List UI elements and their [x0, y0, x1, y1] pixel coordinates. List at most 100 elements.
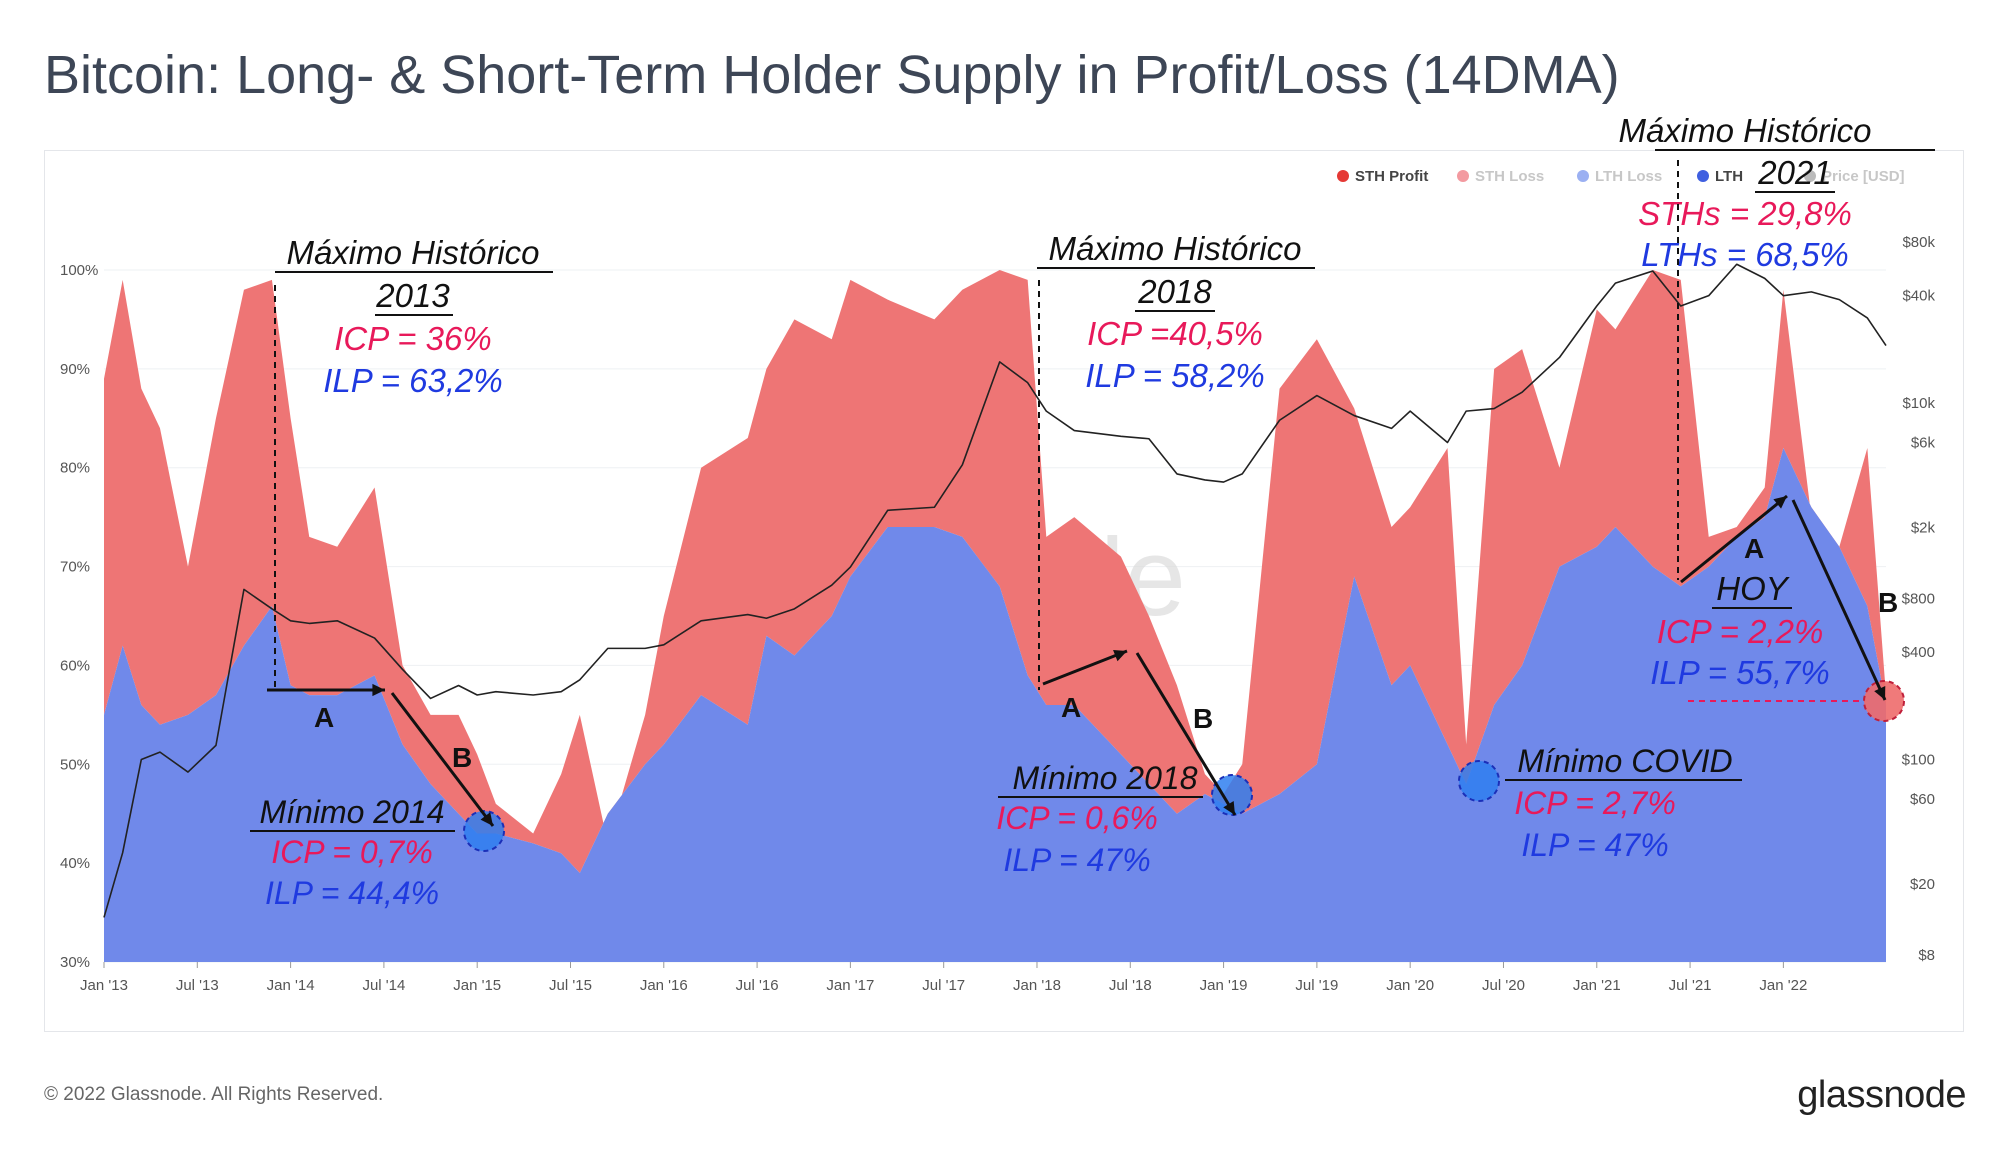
- x-tick-label: Jan '13: [80, 977, 128, 994]
- annotation-icp: ICP = 0,6%: [996, 800, 1158, 836]
- annotation-ilp: ILP = 44,4%: [265, 875, 439, 911]
- annotation-icp: ICP = 36%: [334, 320, 491, 357]
- annotation-ilp: ILP = 47%: [1003, 842, 1150, 878]
- x-tick-label: Jul '14: [362, 977, 405, 994]
- phase-arrowhead: [1223, 801, 1235, 815]
- phase-arrow: [1042, 649, 1128, 686]
- x-tick-label: Jul '18: [1109, 977, 1152, 994]
- marker-circle: [1211, 774, 1253, 816]
- phase-arrowhead: [1773, 496, 1787, 509]
- phase-label: A: [1061, 692, 1081, 723]
- marker-circle: [1863, 680, 1905, 722]
- phase-arrowhead: [372, 683, 385, 697]
- x-tick-label: Jul '16: [736, 977, 779, 994]
- x-tick-label: Jan '20: [1386, 977, 1434, 994]
- glassnode-logo: glassnode: [1797, 1074, 1966, 1116]
- annotation-icp: STHs = 29,8%: [1638, 195, 1852, 232]
- annotation-title: Mínimo 2014: [260, 794, 445, 830]
- annotation-title: Máximo Histórico: [286, 234, 539, 271]
- lth-profit-area: [104, 447, 1886, 962]
- phase-label: A: [1744, 533, 1764, 564]
- phase-label: B: [452, 742, 472, 773]
- y-left-tick-label: 50%: [60, 756, 90, 773]
- legend-label: LTH: [1715, 168, 1743, 185]
- phase-label: A: [314, 702, 334, 733]
- annotation-ilp: ILP = 63,2%: [323, 362, 503, 399]
- phase-arrowhead: [1874, 686, 1886, 700]
- annotation-title: Mínimo COVID: [1517, 743, 1732, 779]
- x-tick-label: Jan '15: [453, 977, 501, 994]
- phase-arrow: [1680, 494, 1788, 584]
- y-left-tick-label: 80%: [60, 460, 90, 477]
- annotation-ilp: LTHs = 68,5%: [1641, 236, 1849, 273]
- y-right-tick-label: $400: [1902, 644, 1935, 661]
- x-tick-label: Jan '16: [640, 977, 688, 994]
- y-right-tick-label: $800: [1902, 591, 1935, 608]
- x-tick-label: Jul '19: [1295, 977, 1338, 994]
- annotation-ilp: ILP = 58,2%: [1085, 357, 1265, 394]
- y-left-tick-label: 30%: [60, 954, 90, 971]
- y-left-tick-label: 40%: [60, 855, 90, 872]
- page-title: Bitcoin: Long- & Short-Term Holder Suppl…: [44, 45, 1620, 105]
- phase-label: B: [1193, 703, 1213, 734]
- y-left-tick-label: 60%: [60, 657, 90, 674]
- annotation-title: Máximo Histórico: [1618, 112, 1871, 149]
- legend-swatch: [1697, 170, 1709, 182]
- phase-arrow: [1135, 652, 1237, 816]
- price-line: [103, 263, 1887, 918]
- x-tick-label: Jul '21: [1669, 977, 1712, 994]
- x-tick-label: Jul '15: [549, 977, 592, 994]
- legend-swatch: [1577, 170, 1589, 182]
- annotation-title: Máximo Histórico: [1048, 230, 1301, 267]
- legend-swatch: [1804, 170, 1816, 182]
- y-right-tick-label: $6k: [1911, 435, 1936, 452]
- annotation-icp: ICP = 0,7%: [271, 834, 433, 870]
- legend-label: Price [USD]: [1822, 168, 1905, 185]
- y-right-tick-label: $80k: [1902, 234, 1935, 251]
- y-left-tick-label: 90%: [60, 361, 90, 378]
- y-right-tick-label: $100: [1902, 751, 1935, 768]
- sth-profit-area: [104, 270, 1886, 874]
- annotation-title: Mínimo 2018: [1013, 760, 1198, 796]
- annotation-ath-2013-title: Máximo Histórico: [286, 234, 539, 271]
- legend-label: STH Profit: [1355, 168, 1428, 185]
- legend-label: LTH Loss: [1595, 168, 1662, 185]
- x-tick-label: Jan '17: [826, 977, 874, 994]
- chart-frame: [44, 150, 1964, 1032]
- y-right-tick-label: $8: [1918, 947, 1935, 964]
- legend-swatch: [1457, 170, 1469, 182]
- annotation-ilp: ILP = 55,7%: [1650, 654, 1830, 691]
- x-tick-label: Jan '14: [267, 977, 315, 994]
- legend-label: STH Loss: [1475, 168, 1544, 185]
- y-right-tick-label: $10k: [1902, 395, 1935, 412]
- marker-circle: [463, 810, 505, 852]
- y-left-tick-label: 70%: [60, 559, 90, 576]
- phase-arrow: [1791, 499, 1887, 701]
- y-right-tick-label: $20: [1910, 876, 1935, 893]
- annotation-ilp: ILP = 47%: [1521, 827, 1668, 863]
- x-tick-label: Jul '20: [1482, 977, 1525, 994]
- annotation-icp: ICP = 2,2%: [1657, 613, 1824, 650]
- phase-label: B: [1878, 587, 1898, 618]
- marker-circle: [1458, 760, 1500, 802]
- annotation-title: HOY: [1716, 570, 1790, 607]
- y-right-tick-label: $40k: [1902, 288, 1935, 305]
- phase-arrowhead: [1113, 649, 1127, 662]
- y-left-tick-label: 100%: [60, 262, 98, 279]
- phase-arrow: [390, 692, 495, 827]
- x-tick-label: Jan '22: [1759, 977, 1807, 994]
- legend-swatch: [1337, 170, 1349, 182]
- x-tick-label: Jan '18: [1013, 977, 1061, 994]
- annotation-year: 2021: [1757, 154, 1831, 191]
- phase-arrowhead: [480, 812, 493, 826]
- y-right-tick-label: $2k: [1911, 520, 1936, 537]
- y-right-tick-label: $60: [1910, 791, 1935, 808]
- x-tick-label: Jul '17: [922, 977, 965, 994]
- copyright-footer: © 2022 Glassnode. All Rights Reserved.: [44, 1084, 384, 1105]
- x-tick-label: Jan '21: [1573, 977, 1621, 994]
- annotation-icp: ICP = 2,7%: [1514, 785, 1676, 821]
- x-tick-label: Jan '19: [1200, 977, 1248, 994]
- annotation-icp: ICP =40,5%: [1087, 315, 1263, 352]
- annotation-year: 2013: [375, 277, 450, 314]
